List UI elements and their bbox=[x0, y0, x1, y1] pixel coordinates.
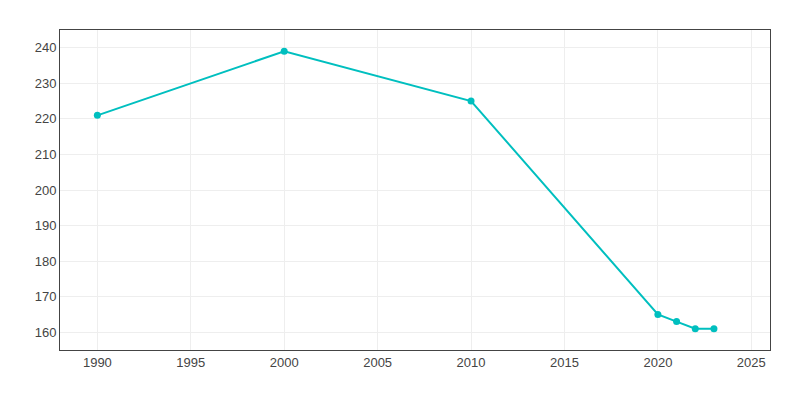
svg-text:180: 180 bbox=[35, 254, 57, 269]
svg-text:2020: 2020 bbox=[643, 355, 672, 370]
svg-text:2025: 2025 bbox=[737, 355, 766, 370]
svg-text:2010: 2010 bbox=[457, 355, 486, 370]
svg-text:170: 170 bbox=[35, 289, 57, 304]
svg-text:200: 200 bbox=[35, 183, 57, 198]
svg-text:2005: 2005 bbox=[363, 355, 392, 370]
svg-text:2015: 2015 bbox=[550, 355, 579, 370]
svg-text:1995: 1995 bbox=[176, 355, 205, 370]
svg-text:240: 240 bbox=[35, 40, 57, 55]
svg-text:160: 160 bbox=[35, 325, 57, 340]
svg-text:230: 230 bbox=[35, 76, 57, 91]
svg-text:210: 210 bbox=[35, 147, 57, 162]
svg-text:220: 220 bbox=[35, 111, 57, 126]
svg-text:1990: 1990 bbox=[83, 355, 112, 370]
svg-text:190: 190 bbox=[35, 218, 57, 233]
svg-text:2000: 2000 bbox=[270, 355, 299, 370]
